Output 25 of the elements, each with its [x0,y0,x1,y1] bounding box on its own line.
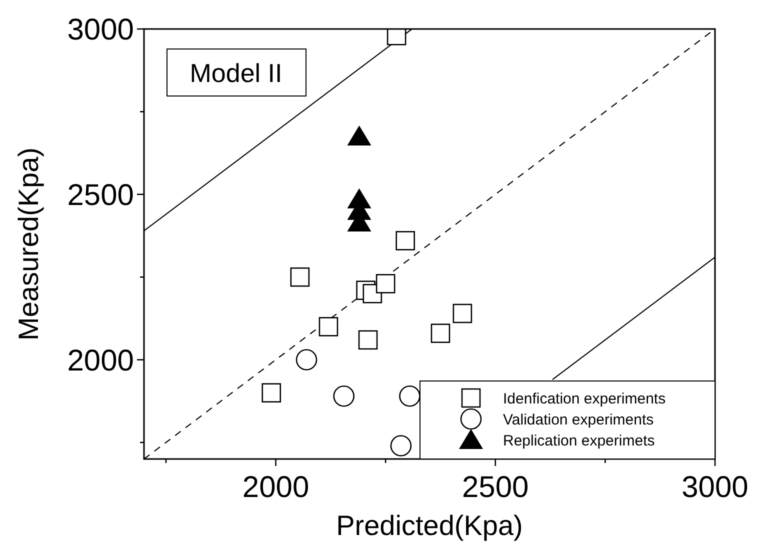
point [318,317,338,336]
y-tick-label: 2500 [67,178,134,212]
point [358,330,378,350]
legend-label: Replication experimets [503,432,655,450]
point [452,304,472,324]
point [262,383,282,402]
y-tick-label: 2000 [67,344,134,378]
annotation: Model II [190,58,282,88]
x-tick-label: 2000 [242,471,310,504]
point [290,267,310,287]
point [430,324,450,343]
point [396,231,415,250]
point [296,349,318,370]
point [399,386,420,407]
x-tick-label: 2500 [462,471,529,504]
y-tick-label: 3000 [67,14,134,46]
legend-label: Validation experiments [503,411,654,428]
point [390,435,412,456]
point [333,386,354,407]
x-axis-title: Predicted(Kpa) [336,510,523,541]
point [347,126,372,146]
legend-label: Idenfication experiments [503,390,666,408]
y-axis-title: Measured(Kpa) [13,148,44,340]
x-tick-label: 3000 [682,471,748,504]
point [376,274,396,294]
